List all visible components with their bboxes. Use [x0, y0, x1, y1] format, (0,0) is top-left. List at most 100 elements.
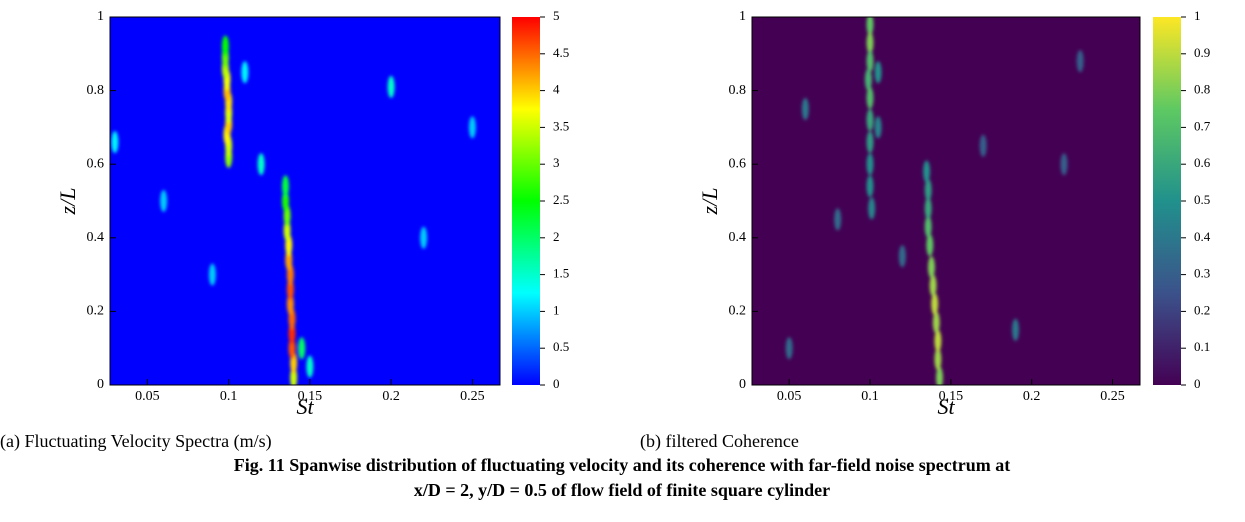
y-tick-label: 0.8	[87, 83, 105, 98]
colorbar-tick-label: 1.5	[553, 266, 569, 281]
heatmap-cell	[221, 35, 229, 58]
heatmap-cell	[866, 50, 874, 73]
colorbar-tick-label: 0.2	[1194, 302, 1210, 317]
heatmap-cell	[866, 153, 874, 176]
heatmap-cell	[1060, 153, 1068, 176]
caption-line: x/D = 2, y/D = 0.5 of flow field of fini…	[414, 480, 830, 500]
y-tick-label: 0.2	[729, 304, 747, 319]
colorbar-tick-label: 1	[1194, 8, 1201, 23]
colorbar-tick-label: 3	[553, 155, 560, 170]
y-tick-label: 0.4	[87, 230, 105, 245]
y-tick-label: 0.6	[729, 156, 747, 171]
heatmap-cell	[931, 293, 939, 316]
subfigure-caption: (a) Fluctuating Velocity Spectra (m/s)	[0, 431, 272, 452]
plot-frame	[751, 16, 1141, 386]
colorbar-tick-label: 0.5	[1194, 192, 1210, 207]
heatmap-cell	[420, 226, 428, 249]
heatmap-cell	[306, 355, 314, 378]
heatmap-cell	[927, 256, 935, 279]
colorbar-tick-label: 1	[553, 302, 560, 317]
heatmap-cell	[924, 197, 932, 220]
heatmap-cell	[934, 329, 942, 352]
caption-line: Fig. 11 Spanwise distribution of fluctua…	[234, 455, 1010, 475]
heatmap-cell	[834, 208, 842, 231]
heatmap-cell	[979, 134, 987, 157]
colorbar-tick-label: 4	[553, 82, 560, 97]
x-axis-label: St	[296, 394, 314, 419]
heatmap-cell	[1076, 50, 1084, 73]
plot-frame	[109, 16, 501, 386]
colorbar-tick-label: 0.1	[1194, 339, 1210, 354]
heatmap-cell	[298, 337, 306, 360]
y-tick-label: 0	[739, 377, 746, 392]
heatmap-cell	[866, 175, 874, 198]
heatmap-cell	[924, 215, 932, 238]
heatmap-cell	[864, 68, 872, 91]
heatmap-cell	[785, 337, 793, 360]
heatmap-cell	[898, 245, 906, 268]
colorbar-tick-label: 0.8	[1194, 82, 1210, 97]
heatmap-cell	[929, 274, 937, 297]
y-axis-label: z/L	[55, 188, 80, 216]
colorbar-tick-label: 3.5	[553, 118, 569, 133]
heatmap-cell	[387, 75, 395, 98]
y-tick-label: 0.4	[729, 230, 747, 245]
heatmap-cell	[866, 131, 874, 154]
heatmap-cell	[934, 348, 942, 371]
colorbar	[1153, 17, 1181, 385]
heatmap-cell	[282, 175, 289, 198]
y-tick-label: 1	[739, 9, 746, 24]
colorbar-tick-label: 0.5	[553, 339, 569, 354]
colorbar-tick-label: 0.9	[1194, 45, 1210, 60]
subfigure-caption: (b) filtered Coherence	[640, 431, 799, 452]
x-axis-label: St	[937, 394, 955, 419]
colorbar	[512, 17, 540, 385]
heatmap-cell	[866, 31, 874, 54]
x-tick-label: 0.1	[861, 389, 879, 404]
y-tick-label: 0	[97, 377, 104, 392]
colorbar-tick-label: 0.3	[1194, 266, 1210, 281]
y-tick-label: 0.8	[729, 83, 747, 98]
x-tick-label: 0.25	[1100, 389, 1125, 404]
y-tick-label: 0.2	[87, 304, 105, 319]
heatmap-cell	[468, 116, 476, 139]
heatmap-cell	[801, 98, 809, 120]
colorbar-tick-label: 0	[1194, 376, 1201, 391]
colorbar-tick-label: 4.5	[553, 45, 569, 60]
colorbar-tick-label: 0.4	[1194, 229, 1211, 244]
colorbar-tick-label: 0.7	[1194, 118, 1211, 133]
heatmap-cell	[874, 61, 882, 84]
x-tick-label: 0.05	[777, 389, 802, 404]
heatmap-cell	[868, 197, 876, 220]
y-axis-label: z/L	[697, 188, 722, 216]
x-tick-label: 0.25	[460, 389, 485, 404]
heatmap-cell	[208, 263, 216, 286]
heatmap-cell	[924, 178, 932, 201]
heatmap-cell	[874, 116, 882, 139]
heatmap-cell	[111, 131, 119, 154]
x-tick-label: 0.15	[939, 389, 964, 404]
colorbar-tick-label: 2	[553, 229, 560, 244]
y-tick-label: 1	[97, 9, 104, 24]
colorbar-tick-label: 0.6	[1194, 155, 1211, 170]
plot-background	[110, 17, 500, 385]
heatmap-cell	[241, 61, 249, 84]
heatmap-cell	[936, 366, 944, 385]
colorbar-tick-label: 5	[553, 8, 560, 23]
heatmap-field	[111, 35, 476, 385]
x-tick-label: 0.2	[382, 389, 400, 404]
heatmap-cell	[866, 17, 874, 36]
x-tick-label: 0.05	[135, 389, 160, 404]
heatmap-cell	[1141, 275, 1148, 297]
heatmap-cell	[866, 86, 874, 109]
heatmap-cell	[257, 153, 265, 176]
colorbar-tick-label: 0	[553, 376, 560, 391]
heatmap-cell	[160, 190, 168, 212]
heatmap-cell	[926, 234, 934, 257]
heatmap-cell	[866, 109, 874, 132]
x-tick-label: 0.1	[220, 389, 238, 404]
y-tick-label: 0.6	[87, 156, 105, 171]
x-tick-label: 0.15	[298, 389, 323, 404]
